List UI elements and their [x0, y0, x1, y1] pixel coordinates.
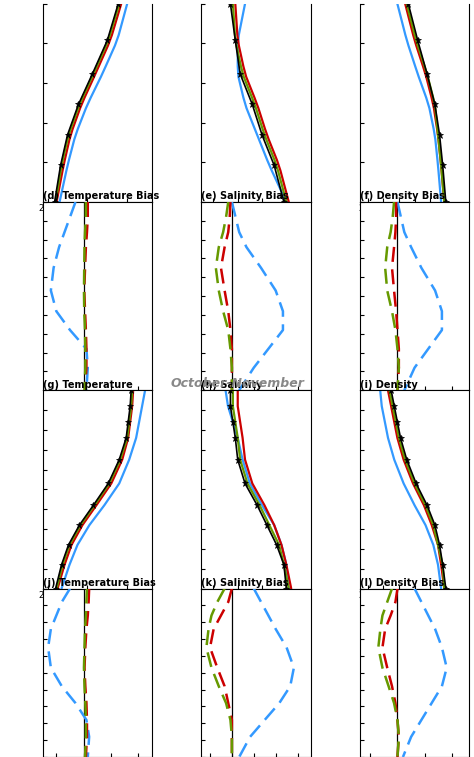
Text: (f) Density Bias: (f) Density Bias: [360, 192, 445, 201]
Text: (i) Density: (i) Density: [360, 379, 418, 390]
Text: (l) Density Bias: (l) Density Bias: [360, 578, 444, 587]
Text: (h) Salinity: (h) Salinity: [201, 379, 263, 390]
Text: (d) Temperature Bias: (d) Temperature Bias: [43, 192, 159, 201]
Text: (j) Temperature Bias: (j) Temperature Bias: [43, 578, 155, 587]
Text: (g) Temperature: (g) Temperature: [43, 379, 132, 390]
Text: (k) Salinity Bias: (k) Salinity Bias: [201, 578, 289, 587]
Text: (e) Salinity Bias: (e) Salinity Bias: [201, 192, 289, 201]
Text: October-November: October-November: [170, 377, 304, 391]
